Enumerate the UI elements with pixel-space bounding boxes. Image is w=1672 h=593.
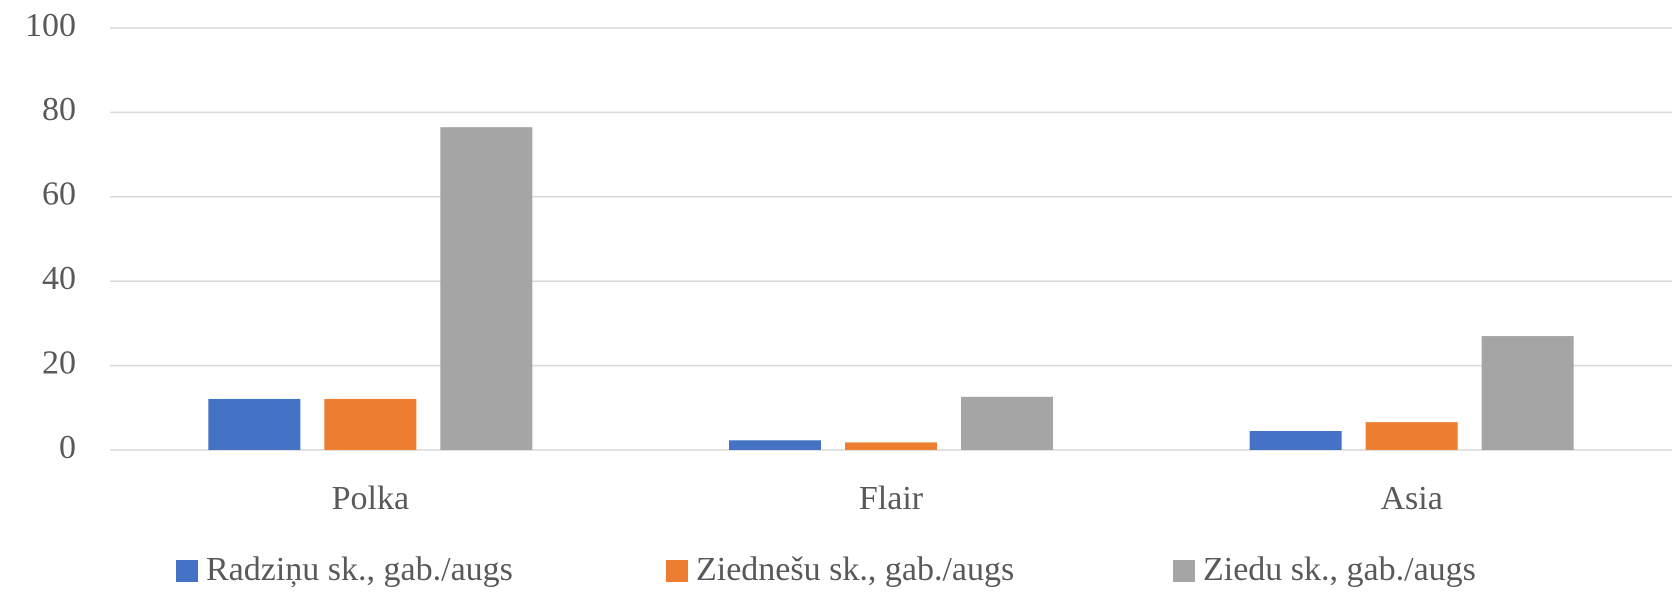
y-tick-label: 40 bbox=[42, 260, 76, 297]
bar bbox=[845, 442, 937, 450]
bar bbox=[1481, 336, 1574, 450]
bar bbox=[440, 127, 533, 451]
y-tick-label: 80 bbox=[42, 91, 76, 128]
y-tick-label: 60 bbox=[42, 176, 76, 213]
bar bbox=[729, 440, 821, 450]
x-tick-label: Asia bbox=[1381, 480, 1443, 517]
bar bbox=[1249, 431, 1342, 450]
bar bbox=[208, 398, 301, 450]
y-tick-label: 100 bbox=[25, 7, 76, 44]
legend-label: Ziednešu sk., gab./augs bbox=[696, 551, 1014, 588]
legend-label: Radziņu sk., gab./augs bbox=[206, 551, 513, 588]
x-tick-label: Flair bbox=[859, 480, 924, 517]
legend-swatch bbox=[176, 560, 198, 582]
y-tick-label: 20 bbox=[42, 344, 76, 381]
bar bbox=[324, 398, 417, 450]
bar bbox=[1365, 422, 1458, 450]
legend-label: Ziedu sk., gab./augs bbox=[1203, 551, 1476, 588]
y-tick-label: 0 bbox=[59, 429, 76, 466]
legend-swatch bbox=[666, 560, 688, 582]
x-tick-label: Polka bbox=[332, 480, 409, 517]
bar bbox=[961, 396, 1053, 450]
legend-swatch bbox=[1173, 560, 1195, 582]
